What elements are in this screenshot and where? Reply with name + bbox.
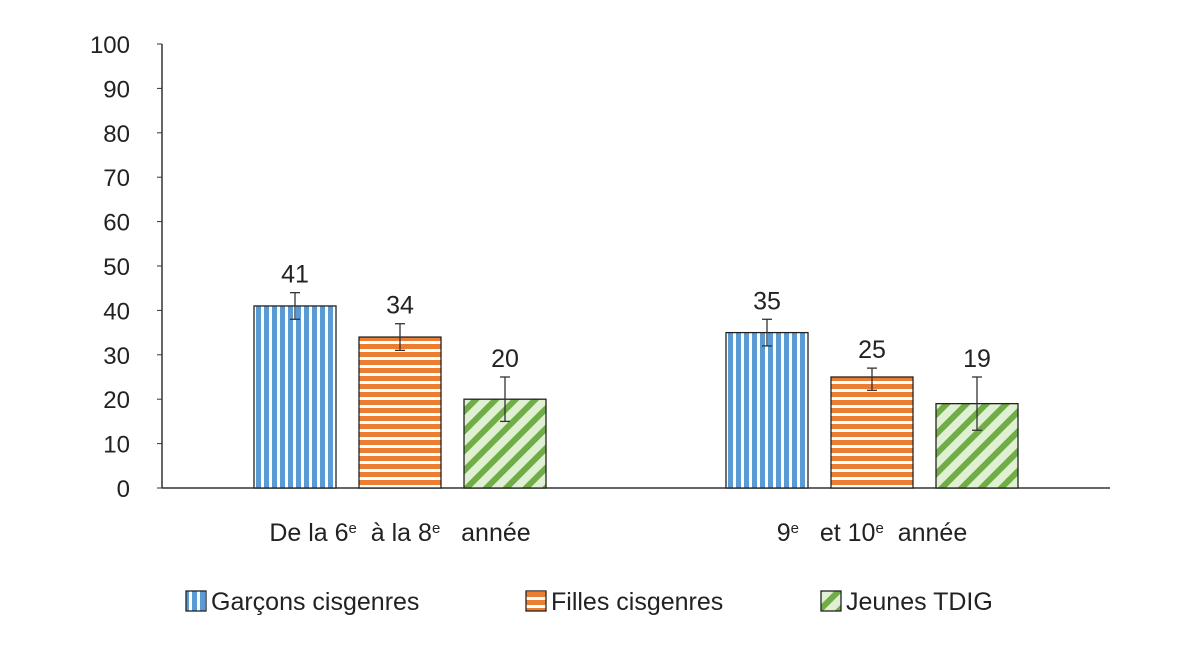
data-label: 35: [753, 287, 781, 315]
bar-horizontal-stripes: [830, 376, 914, 489]
legend-label: Garçons cisgenres: [211, 588, 419, 616]
y-tick-label: 100: [90, 32, 130, 59]
y-tick-label: 10: [103, 432, 130, 459]
category-label: 9e et 10e année: [777, 519, 967, 547]
superscript: e: [875, 520, 883, 537]
legend-label: Filles cisgenres: [551, 588, 723, 616]
category-label-text: De la 6: [269, 519, 348, 547]
bar-vertical-stripes: [725, 331, 809, 489]
data-labels-group: 41 34 20 35 25 19: [281, 261, 991, 373]
legend-swatch: [185, 590, 207, 612]
y-axis: 0 10 20 30 40 50 60 70 80 90 100: [90, 32, 163, 503]
y-tick-label: 70: [103, 165, 130, 192]
category-label-text: année: [440, 519, 530, 547]
superscript: e: [432, 520, 440, 537]
bar-vertical-stripes: [253, 305, 337, 489]
data-label: 25: [858, 336, 886, 364]
data-label: 20: [491, 345, 519, 373]
superscript: e: [349, 520, 357, 537]
category-label-text: année: [884, 519, 967, 547]
legend: Garçons cisgenres Filles cisgenres Jeunes …: [185, 588, 993, 616]
bars-group: [253, 291, 1019, 489]
legend-swatch: [820, 590, 842, 612]
data-label: 19: [963, 345, 991, 373]
y-tick-label: 30: [103, 343, 130, 370]
y-tick-label: 50: [103, 254, 130, 281]
y-tick-label: 40: [103, 298, 130, 325]
category-labels-group: De la 6e à la 8e année 9e et 10e année: [269, 519, 967, 547]
category-label-text: à la 8: [357, 519, 432, 547]
category-label: De la 6e à la 8e année: [269, 519, 530, 547]
category-label-text: et 10: [799, 519, 875, 547]
y-tick-label: 60: [103, 210, 130, 237]
legend-swatch: [525, 590, 547, 612]
data-label: 41: [281, 261, 309, 289]
data-label: 34: [386, 292, 414, 320]
superscript: e: [791, 520, 799, 537]
y-tick-label: 80: [103, 121, 130, 148]
legend-label: Jeunes TDIG: [846, 588, 993, 616]
y-tick-label: 0: [117, 476, 130, 503]
y-tick-label: 90: [103, 76, 130, 103]
bar-horizontal-stripes: [358, 336, 442, 489]
category-label-text: 9: [777, 519, 791, 547]
y-tick-label: 20: [103, 387, 130, 414]
